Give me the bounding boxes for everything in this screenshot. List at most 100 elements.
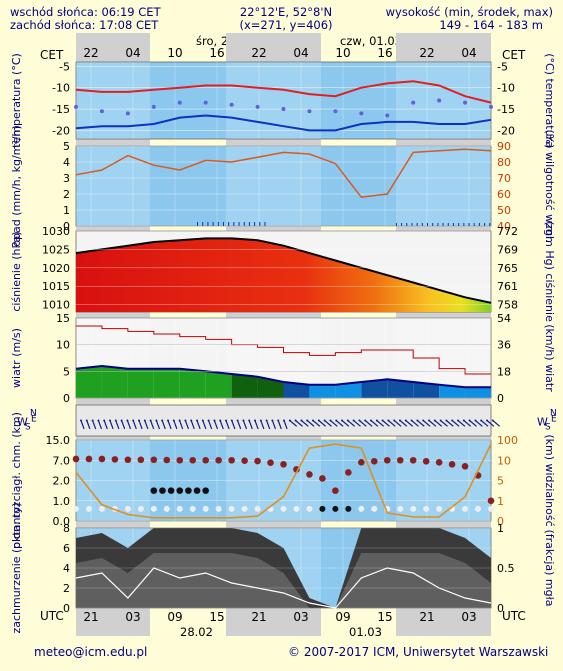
tick-label: 4 [63, 156, 70, 169]
low-cloud-point [293, 505, 300, 512]
wind-area [387, 379, 414, 398]
dewpoint-point [74, 104, 78, 109]
wind-barb [422, 420, 431, 427]
tick-label: 1015 [42, 280, 70, 293]
low-cloud-point [358, 505, 365, 512]
wind-barb [347, 420, 356, 427]
top-tick-label: 04 [125, 46, 140, 60]
wind-barb-dot [213, 419, 216, 422]
tick-label: -20 [497, 124, 515, 137]
wind-barb [324, 420, 332, 427]
wind-barb-dot [143, 419, 146, 422]
precip-bar [401, 223, 403, 226]
low-cloud-point [85, 505, 92, 512]
footer-email[interactable]: meteo@icm.edu.pl [34, 645, 147, 659]
cloud-top-point [487, 497, 495, 505]
top-tick-label: 16 [377, 46, 392, 60]
pressure-ylabel-right: (mm Hg) ciśnienie [543, 221, 556, 322]
wind-barb [463, 420, 472, 427]
tick-label: 1020 [42, 262, 70, 275]
wind-barb-dot [375, 419, 378, 422]
compass-e-right: E [551, 415, 557, 425]
wind-barb-dot [167, 419, 169, 422]
wind-area [231, 374, 258, 398]
tick-label: -10 [52, 82, 70, 95]
wind-barb-dot [346, 419, 349, 422]
cloud-top-point [370, 457, 378, 465]
tick-label: -15 [52, 103, 70, 116]
humidity-line [75, 148, 492, 198]
tick-label-right: 18 [497, 365, 511, 378]
wind-barb [109, 420, 114, 430]
cloud-layer-point [150, 487, 158, 494]
wind-barb-dot [387, 419, 390, 422]
wind-barb-dot [433, 419, 436, 422]
low-cloud-point [436, 505, 443, 512]
wind-barb-dot [236, 419, 239, 422]
wind-area [127, 368, 154, 398]
compass-s: S [25, 423, 31, 433]
precip-bar [421, 223, 423, 226]
precip-bar [233, 222, 235, 226]
wind-barb [318, 420, 327, 427]
tick-label-right: 40 [497, 220, 511, 233]
precip-bar [264, 222, 266, 226]
wind-barb [283, 420, 288, 430]
wind-barb-dot [149, 419, 152, 422]
wind-barb [115, 420, 120, 430]
cloud-top-point [111, 456, 119, 463]
wind-barb [86, 420, 91, 430]
wind-barb [451, 420, 460, 427]
wind-barb [440, 420, 448, 427]
cloud-top-point [461, 463, 469, 470]
wind-barb [121, 420, 126, 430]
precip-bar [432, 223, 434, 226]
compass-s-right: S [545, 423, 551, 433]
dewpoint-point [489, 104, 493, 109]
cloud-top-point [396, 456, 404, 464]
pressure-line [75, 237, 492, 304]
wind-area [76, 366, 102, 398]
wind-barb-dot [283, 419, 285, 422]
wind-barb-dot [300, 419, 303, 422]
tick-label: 5 [63, 365, 70, 378]
tick-label: 0 [63, 392, 70, 405]
tick-label: 2 [63, 188, 70, 201]
wind-barb [341, 420, 350, 427]
low-cloud-point [163, 505, 170, 512]
temperature-line [75, 114, 492, 132]
low-cloud-point [98, 505, 105, 512]
tick-label-right: 772 [497, 225, 518, 238]
cloud-layer-point [159, 487, 166, 494]
wind-barb [161, 420, 166, 430]
grid-text: (x=271, y=406) [239, 18, 332, 32]
wind-barb-dot [201, 419, 204, 422]
wind-barb-dot [323, 419, 326, 422]
precip-bar [207, 222, 209, 226]
wind-barb-dot [85, 419, 88, 422]
wind-barb [480, 420, 489, 427]
wind-barb [393, 420, 402, 427]
low-cloud-point [332, 505, 339, 512]
day1-bottom-label: 28.02 [180, 625, 213, 639]
low-cloud-point [124, 505, 131, 512]
low-cloud-point [254, 505, 261, 512]
precip-bar [202, 222, 204, 226]
wind-barb [475, 420, 483, 427]
low-cloud-point [397, 505, 404, 512]
visibility-line [75, 443, 492, 519]
tick-label: 0 [63, 602, 70, 615]
wind-barb [184, 420, 190, 430]
tick-label-right: 54 [497, 312, 511, 325]
cloud-top-point [98, 455, 106, 463]
dewpoint-point [203, 100, 208, 105]
wind-barb-dot [97, 419, 100, 422]
pressure-ylabel-left: ciśnienie (hPa) [10, 231, 23, 311]
wind-barb-dot [445, 419, 448, 422]
wind-barb [271, 420, 277, 430]
wind-barb [399, 420, 408, 427]
cloud-layer-point [193, 487, 201, 494]
low-cloud-point [462, 505, 469, 512]
wind-barb-dot [416, 419, 419, 422]
wind-barb [237, 420, 242, 430]
